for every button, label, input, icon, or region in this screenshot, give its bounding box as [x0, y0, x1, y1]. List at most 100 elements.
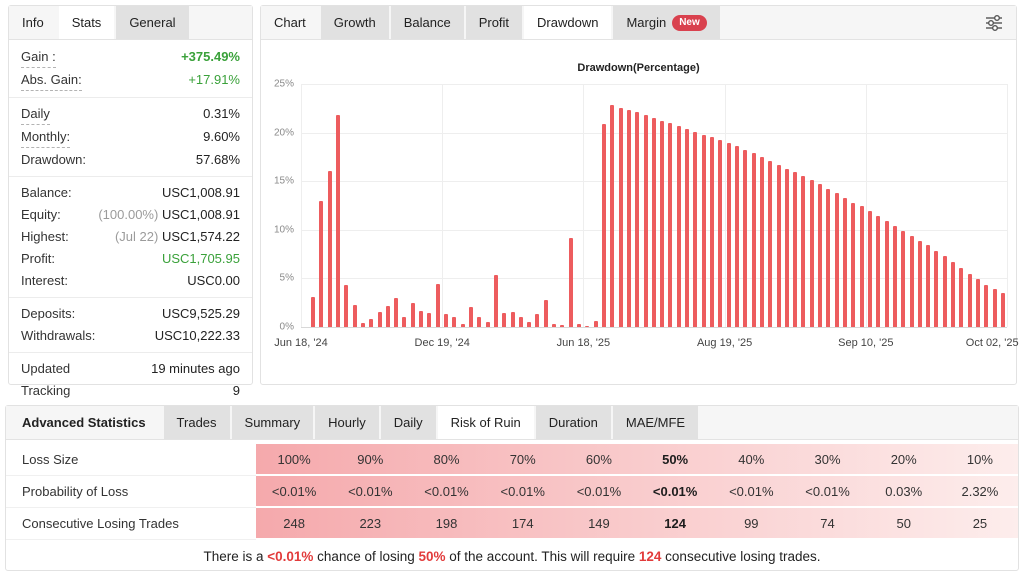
- drawdown-bar[interactable]: [535, 314, 540, 327]
- drawdown-bar[interactable]: [560, 325, 565, 327]
- drawdown-chart[interactable]: 25% 20% 15% 10% 5% 0% Jun 18, '24 Dec 19, '24 Ju…: [274, 79, 1019, 350]
- stat-label[interactable]: Abs. Gain:: [21, 70, 82, 91]
- tab-trades[interactable]: Trades: [163, 406, 230, 439]
- tab-general[interactable]: General: [116, 6, 189, 39]
- drawdown-bar[interactable]: [651, 118, 656, 327]
- drawdown-bar[interactable]: [618, 108, 623, 327]
- drawdown-bar[interactable]: [959, 267, 964, 327]
- drawdown-bar[interactable]: [710, 137, 714, 327]
- drawdown-bar[interactable]: [818, 184, 823, 327]
- drawdown-bar[interactable]: [311, 296, 315, 327]
- drawdown-bar[interactable]: [626, 110, 631, 327]
- drawdown-bar[interactable]: [701, 134, 706, 327]
- drawdown-bar[interactable]: [643, 115, 648, 327]
- drawdown-bar[interactable]: [685, 128, 690, 327]
- drawdown-bar[interactable]: [668, 122, 673, 327]
- drawdown-bar[interactable]: [826, 188, 831, 327]
- drawdown-bar[interactable]: [377, 312, 382, 327]
- drawdown-bar[interactable]: [843, 197, 847, 327]
- drawdown-bar[interactable]: [917, 240, 922, 327]
- drawdown-bar[interactable]: [527, 322, 532, 327]
- drawdown-bar[interactable]: [477, 317, 482, 327]
- drawdown-bar[interactable]: [427, 313, 432, 327]
- drawdown-bar[interactable]: [610, 105, 615, 327]
- drawdown-bar[interactable]: [510, 312, 515, 327]
- drawdown-bar[interactable]: [419, 311, 424, 327]
- tab-info[interactable]: Info: [9, 6, 57, 39]
- drawdown-bar[interactable]: [984, 285, 989, 327]
- drawdown-bar[interactable]: [901, 230, 906, 327]
- drawdown-bar[interactable]: [394, 297, 399, 327]
- drawdown-bar[interactable]: [635, 112, 640, 327]
- drawdown-bar[interactable]: [601, 123, 606, 327]
- drawdown-bar[interactable]: [751, 153, 756, 327]
- tab-balance[interactable]: Balance: [390, 6, 464, 39]
- drawdown-bar[interactable]: [444, 314, 448, 327]
- tab-stats[interactable]: Stats: [58, 6, 115, 39]
- drawdown-bar[interactable]: [385, 305, 390, 327]
- drawdown-bar[interactable]: [1000, 292, 1005, 327]
- drawdown-bar[interactable]: [319, 200, 324, 327]
- tab-advanced-statistics[interactable]: Advanced Statistics: [6, 406, 162, 439]
- drawdown-bar[interactable]: [502, 313, 507, 327]
- tab-growth[interactable]: Growth: [320, 6, 389, 39]
- drawdown-bar[interactable]: [867, 211, 872, 327]
- tab-profit[interactable]: Profit: [465, 6, 523, 39]
- drawdown-bar[interactable]: [768, 160, 773, 327]
- drawdown-bar[interactable]: [518, 317, 523, 327]
- drawdown-bar[interactable]: [335, 115, 340, 327]
- drawdown-bar[interactable]: [743, 150, 748, 327]
- drawdown-bar[interactable]: [585, 326, 590, 327]
- drawdown-bar[interactable]: [926, 245, 931, 327]
- drawdown-bar[interactable]: [435, 284, 440, 327]
- drawdown-bar[interactable]: [859, 206, 864, 327]
- tab-margin[interactable]: Margin New: [613, 6, 720, 39]
- drawdown-bar[interactable]: [410, 302, 415, 327]
- tab-daily[interactable]: Daily: [380, 406, 436, 439]
- drawdown-bar[interactable]: [660, 120, 665, 327]
- tab-summary[interactable]: Summary: [231, 406, 314, 439]
- sliders-icon[interactable]: [984, 13, 1004, 36]
- tab-chart[interactable]: Chart: [261, 6, 319, 39]
- drawdown-bar[interactable]: [543, 299, 548, 327]
- drawdown-bar[interactable]: [593, 321, 598, 327]
- drawdown-bar[interactable]: [976, 279, 980, 327]
- drawdown-bar[interactable]: [552, 324, 557, 327]
- drawdown-bar[interactable]: [776, 164, 781, 327]
- drawdown-bar[interactable]: [577, 324, 581, 327]
- drawdown-bar[interactable]: [402, 317, 407, 327]
- drawdown-bar[interactable]: [942, 256, 947, 327]
- drawdown-bar[interactable]: [892, 225, 897, 327]
- drawdown-bar[interactable]: [801, 176, 806, 327]
- tab-risk-of-ruin[interactable]: Risk of Ruin: [437, 406, 534, 439]
- drawdown-bar[interactable]: [734, 146, 739, 327]
- drawdown-bar[interactable]: [352, 304, 357, 327]
- drawdown-bar[interactable]: [344, 285, 349, 327]
- drawdown-bar[interactable]: [360, 323, 365, 327]
- drawdown-bar[interactable]: [693, 131, 698, 327]
- drawdown-bar[interactable]: [967, 273, 972, 327]
- drawdown-bar[interactable]: [726, 143, 731, 327]
- tab-drawdown[interactable]: Drawdown: [524, 6, 612, 39]
- drawdown-bar[interactable]: [809, 180, 814, 327]
- drawdown-bar[interactable]: [493, 275, 498, 327]
- stat-label[interactable]: Gain :: [21, 47, 56, 68]
- drawdown-bar[interactable]: [834, 192, 839, 327]
- drawdown-bar[interactable]: [884, 221, 889, 327]
- drawdown-bar[interactable]: [992, 289, 997, 327]
- drawdown-bar[interactable]: [909, 235, 914, 327]
- drawdown-bar[interactable]: [934, 251, 939, 327]
- drawdown-bar[interactable]: [568, 237, 573, 327]
- drawdown-bar[interactable]: [876, 216, 881, 327]
- drawdown-bar[interactable]: [485, 322, 490, 327]
- drawdown-bar[interactable]: [784, 168, 789, 327]
- tab-hourly[interactable]: Hourly: [315, 406, 379, 439]
- drawdown-bar[interactable]: [851, 202, 856, 327]
- drawdown-bar[interactable]: [676, 125, 681, 327]
- drawdown-bar[interactable]: [327, 170, 332, 327]
- tab-mae-mfe[interactable]: MAE/MFE: [612, 406, 699, 439]
- stat-label[interactable]: Monthly:: [21, 127, 71, 148]
- drawdown-bar[interactable]: [460, 324, 465, 327]
- drawdown-bar[interactable]: [793, 172, 798, 327]
- drawdown-bar[interactable]: [951, 261, 956, 327]
